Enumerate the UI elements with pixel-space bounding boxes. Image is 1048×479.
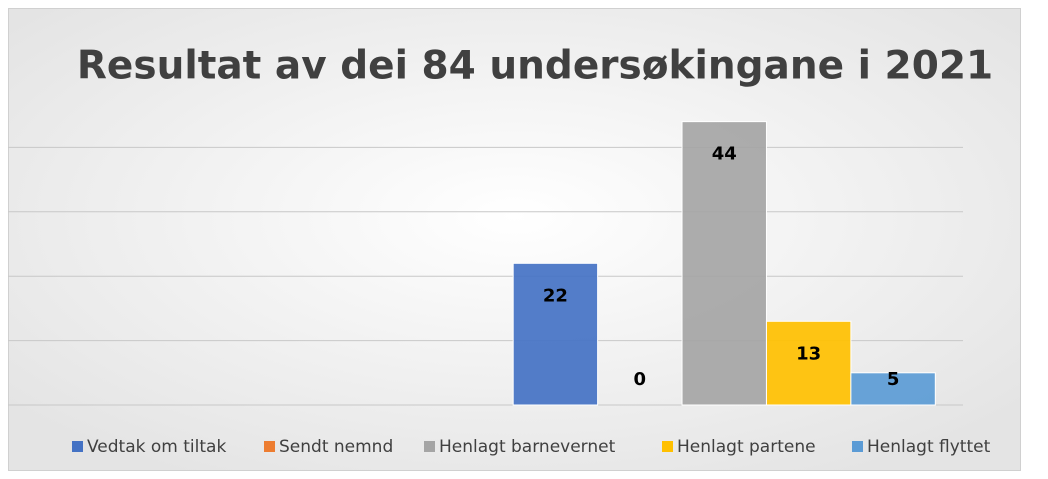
chart-title: Resultat av dei 84 undersøkingane i 2021: [77, 44, 993, 89]
data-label: 0: [634, 369, 647, 390]
legend-label: Henlagt barnevernet: [439, 437, 616, 457]
data-label: 13: [796, 343, 821, 364]
bar: [765, 320, 852, 406]
bar: [850, 372, 936, 406]
legend-swatch: [852, 441, 863, 452]
legend-swatch: [72, 441, 83, 452]
legend-label: Sendt nemnd: [279, 437, 393, 457]
legend-label: Vedtak om tiltak: [87, 437, 226, 457]
data-label: 44: [712, 144, 737, 165]
legend-label: Henlagt flyttet: [867, 437, 991, 457]
data-label: 22: [543, 285, 568, 306]
legend-swatch: [264, 441, 275, 452]
legend-label: Henlagt partene: [677, 437, 816, 457]
data-label: 5: [887, 369, 900, 390]
legend-swatch: [424, 441, 435, 452]
bar: [512, 262, 599, 406]
bar: [681, 121, 767, 406]
legend-swatch: [662, 441, 673, 452]
